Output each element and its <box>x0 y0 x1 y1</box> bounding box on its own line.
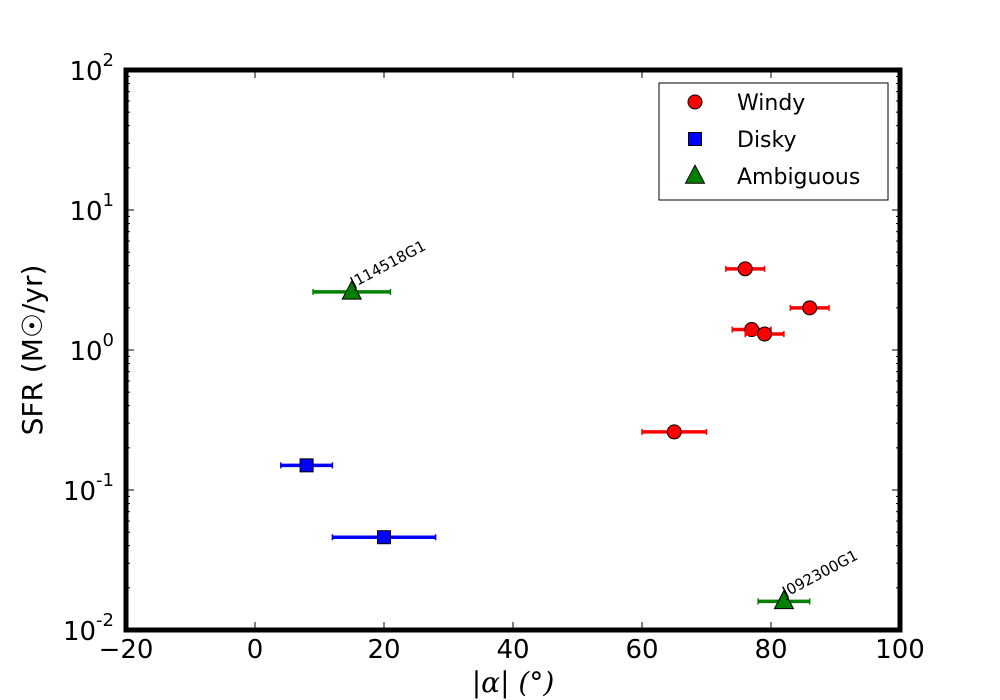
series-disky <box>280 458 437 545</box>
data-point <box>802 300 818 316</box>
x-tick-label: 0 <box>247 635 264 665</box>
y-tick-label-base: 10 <box>63 477 96 507</box>
y-tick-label-base: 10 <box>69 57 102 87</box>
legend-label: Disky <box>737 128 797 153</box>
legend-label: Windy <box>737 91 805 116</box>
series-windy <box>641 261 830 440</box>
data-point <box>377 530 391 545</box>
y-tick-label: 10-1 <box>63 470 114 507</box>
legend-marker <box>687 94 703 110</box>
x-tick-label: −20 <box>99 635 154 665</box>
y-tick-label-base: 10 <box>69 337 102 367</box>
y-tick-label-exponent: 1 <box>103 190 114 211</box>
x-tick-label: 100 <box>875 635 925 665</box>
data-point <box>737 261 753 277</box>
point-annotation: J092300G1 <box>778 546 860 601</box>
x-tick-label: 20 <box>367 635 400 665</box>
y-tick-label-exponent: 0 <box>103 330 114 351</box>
data-point <box>757 326 773 342</box>
y-tick-label-exponent: -1 <box>96 470 114 491</box>
point-annotation: J114518G1 <box>346 237 428 292</box>
x-tick-label: 60 <box>625 635 658 665</box>
y-tick-label-exponent: 2 <box>103 50 114 71</box>
legend-marker <box>688 132 702 146</box>
legend-entry-disky: Disky <box>688 128 797 153</box>
x-tick-label: 80 <box>754 635 787 665</box>
legend: Windy Disky Ambiguous <box>658 82 889 201</box>
y-tick-label-base: 10 <box>63 617 96 647</box>
legend-entry-windy: Windy <box>687 91 805 116</box>
legend-entry-ambiguous: Ambiguous <box>684 164 860 190</box>
data-point <box>341 280 363 300</box>
series-ambiguous: J114518G1 J092300G1 <box>312 237 861 610</box>
legend-label: Ambiguous <box>737 165 860 190</box>
data-point <box>299 458 314 473</box>
y-tick-label-base: 10 <box>69 197 102 227</box>
y-tick-label: 10-2 <box>63 610 114 647</box>
x-axis-label: |α| (°) <box>472 666 555 699</box>
y-axis-label: SFR (M☉/yr) <box>16 265 49 436</box>
y-tick-label-exponent: -2 <box>96 610 114 631</box>
data-point <box>773 589 795 610</box>
plot-frame <box>123 67 903 633</box>
y-tick-label: 102 <box>69 50 114 87</box>
legend-marker <box>684 164 706 184</box>
y-tick-label: 100 <box>69 330 114 367</box>
x-tick-label: 40 <box>496 635 529 665</box>
plot-area: J114518G1 J092300G1 <box>280 237 861 610</box>
data-point <box>666 424 682 440</box>
y-tick-label: 101 <box>69 190 114 227</box>
